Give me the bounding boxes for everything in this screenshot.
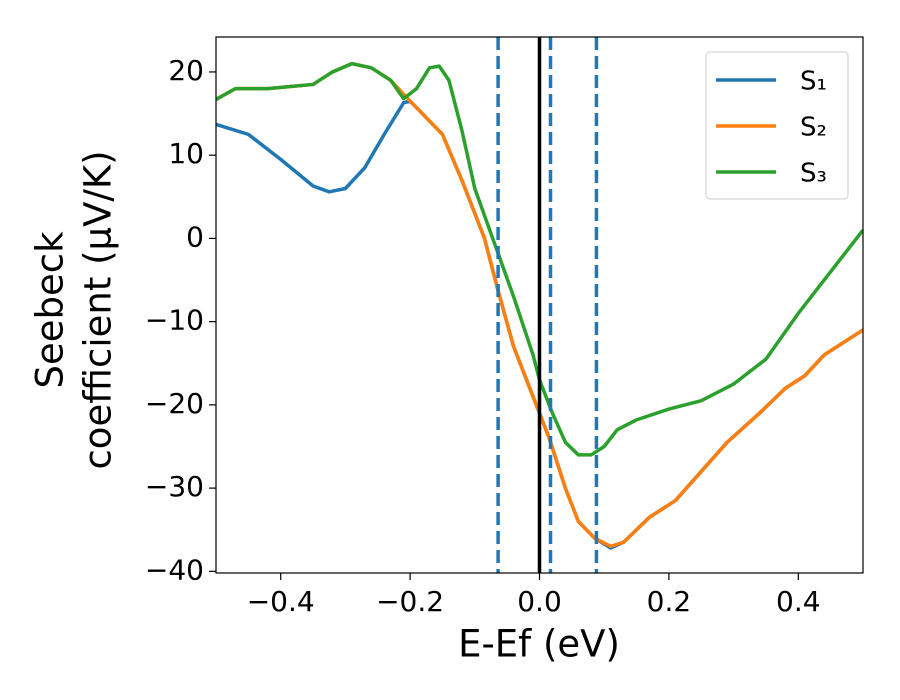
- line-series: [216, 61, 863, 457]
- legend-label: S₁: [800, 67, 827, 97]
- y-tick-label: −10: [145, 304, 204, 337]
- legend-label: S₂: [800, 113, 827, 143]
- y-axis-label: coefficient (μV/K): [77, 150, 120, 469]
- y-tick-label: −20: [145, 387, 204, 420]
- y-tick-label: 20: [168, 54, 204, 87]
- x-axis-label: E-Ef (eV): [458, 623, 620, 666]
- y-tick-label: 10: [168, 137, 204, 170]
- x-tick-label: −0.2: [376, 585, 444, 618]
- plot-area: [216, 37, 863, 573]
- x-tick-label: −0.4: [247, 585, 315, 618]
- y-tick-label: −40: [145, 553, 204, 586]
- y-axis-label: Seebeck: [29, 231, 72, 389]
- y-tick-label: 0: [186, 220, 204, 253]
- x-tick-label: 0.0: [517, 585, 562, 618]
- y-tick-label: −30: [145, 470, 204, 503]
- legend-label: S₃: [800, 159, 827, 189]
- x-tick-label: 0.2: [647, 585, 692, 618]
- x-tick-label: 0.4: [776, 585, 821, 618]
- legend-box: [705, 51, 849, 200]
